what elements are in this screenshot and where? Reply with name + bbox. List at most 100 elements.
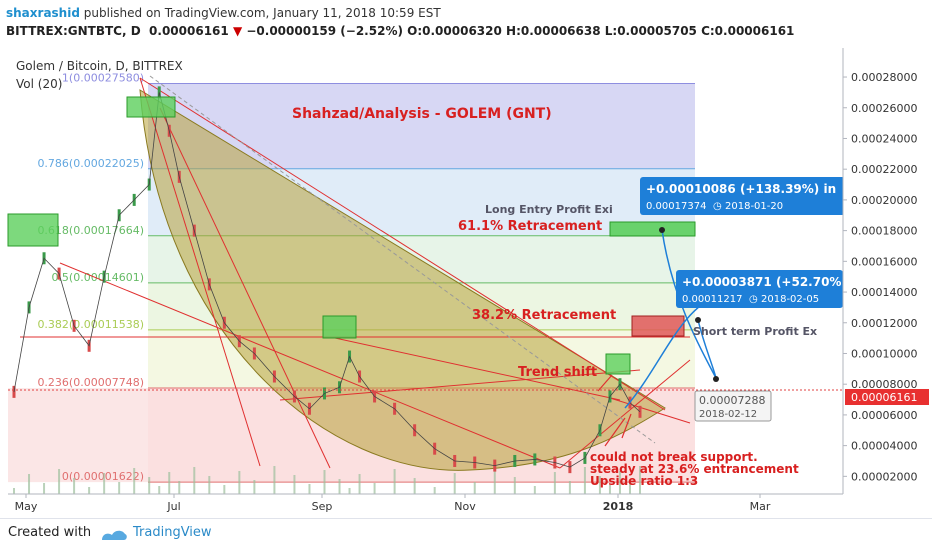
volume-bar (43, 483, 46, 494)
footer: Created with TradingView (0, 518, 932, 551)
volume-bar (373, 483, 376, 494)
volume-bar (358, 474, 361, 494)
volume-bar (583, 467, 586, 494)
price-tick-label: 0.00008000 (851, 378, 917, 391)
fib-level-label: 0.236(0.00007748) (37, 376, 144, 389)
short-callout: +0.00003871 (+52.70% 0.00011217 ◷ 2018-0… (676, 270, 843, 308)
long-callout: +0.00010086 (+138.39%) in 0.00017374 ◷ 2… (640, 177, 845, 215)
volume-bar (28, 474, 31, 494)
volume-label: Vol (20) (16, 77, 62, 91)
short-target-box (631, 315, 685, 337)
long-callout-price: 0.00017374 (646, 201, 706, 212)
created-with-label: Created with (8, 525, 92, 540)
price-line (13, 92, 641, 468)
volume-bar (323, 470, 326, 494)
price-tick-label: 0.00022000 (851, 163, 917, 176)
volume-bar (608, 485, 611, 494)
long-callout-date: 2018-01-20 (725, 201, 783, 212)
volume-bar (253, 480, 256, 494)
support-note-1: could not break support. (590, 450, 758, 464)
current-price-label: 0.00006161 (851, 391, 917, 404)
price-tick-label: 0.00002000 (851, 470, 917, 483)
volume-bar (223, 485, 226, 494)
volume-bar (618, 471, 621, 494)
volume-bar (158, 486, 161, 494)
short-callout-date: 2018-02-05 (761, 294, 819, 305)
wedge-line (609, 397, 691, 424)
fib-level-label: 0.5(0.00014601) (51, 271, 144, 284)
long-entry-label: Long Entry Profit Exi (485, 203, 613, 216)
price-tick-label: 0.00016000 (851, 255, 917, 268)
clock-icon: ◷ (749, 294, 758, 305)
price-tick-label: 0.00026000 (851, 102, 917, 115)
symbol-label: BITTREX:GNTBTC, D (6, 24, 141, 38)
entry-box-left (7, 213, 59, 247)
price-tick-label: 0.00012000 (851, 317, 917, 330)
symbol-line: BITTREX:GNTBTC, D 0.00006161 ▼ −0.000001… (6, 24, 794, 38)
volume-bar (238, 471, 241, 494)
price-tick-label: 0.00018000 (851, 225, 917, 238)
author-link[interactable]: shaxrashid (6, 6, 80, 20)
volume-bar (178, 481, 181, 494)
volume-bar (208, 476, 211, 494)
volume-bar (308, 484, 311, 494)
price-tick-label: 0.00014000 (851, 286, 917, 299)
price-tick-label: 0.00004000 (851, 440, 917, 453)
volume-bar (393, 469, 396, 494)
volume-bars (13, 466, 641, 494)
support-line-2 (279, 369, 641, 401)
trend-shift-arrow (597, 374, 613, 392)
jan-box (605, 353, 631, 375)
price-change: −0.00000159 (−2.52%) (246, 24, 403, 38)
chart-header: shaxrashid published on TradingView.com,… (0, 0, 932, 48)
support-note-2: steady at 23.6% entrancement (590, 462, 799, 476)
date-tooltip-box (694, 390, 772, 422)
tradingview-logo-icon[interactable] (100, 526, 128, 542)
pattern-bowl-shape (139, 89, 666, 471)
last-price: 0.00006161 (149, 24, 229, 38)
support-arrow-2 (604, 417, 626, 447)
price-axis[interactable] (843, 48, 932, 518)
time-axis-ticks: May Jul Sep Nov 2018 Mar (15, 494, 771, 513)
upper-trend-line (139, 77, 666, 411)
chart-area[interactable]: 1(0.00027580) 0.786(0.00022025) 0.618(0.00… (0, 48, 932, 518)
long-callout-box (640, 177, 845, 215)
price-tick-label: 0.00020000 (851, 194, 917, 207)
volume-bar (553, 472, 556, 494)
tradingview-brand-link[interactable]: TradingView (133, 525, 212, 540)
volume-bar (73, 478, 76, 494)
projection-dashed-line (149, 75, 656, 444)
retracement-382-label: 38.2% Retracement (472, 308, 616, 323)
short-target-point (695, 317, 701, 323)
time-tick-label: Mar (750, 500, 771, 513)
tooltip-price: 0.00007288 (699, 394, 765, 407)
fib-level-label: 0(0.00001622) (62, 470, 144, 483)
volume-bar (433, 487, 436, 494)
price-chart[interactable]: 1(0.00027580) 0.786(0.00022025) 0.618(0.00… (0, 48, 932, 518)
price-axis-ticks: 0.00028000 0.00026000 0.00024000 0.00022000… (843, 71, 917, 483)
series-label: Golem / Bitcoin, D, BITTREX (16, 59, 183, 73)
steep-trend-line-2 (159, 107, 331, 469)
volume-bar (103, 473, 106, 494)
time-tick-label: Jul (166, 500, 180, 513)
time-tick-label: Sep (312, 500, 333, 513)
volume-bar (493, 468, 496, 494)
volume-bar (13, 488, 15, 494)
date-tooltip: 0.00007288 2018-02-12 (694, 390, 772, 422)
fib-labels: 1(0.00027580) 0.786(0.00022025) 0.618(0.00… (37, 71, 144, 483)
volume-bar (168, 472, 171, 494)
volume-bar (639, 466, 641, 494)
chart-title: Shahzad/Analysis - GOLEM (GNT) (292, 106, 552, 122)
short-projection-curve (697, 319, 717, 379)
long-target-point (659, 227, 665, 233)
volume-bar (413, 478, 416, 494)
projection-end-point (713, 376, 719, 382)
long-callout-change: +0.00010086 (+138.39%) in (646, 182, 836, 196)
time-tick-label: Nov (454, 500, 476, 513)
published-text: published on TradingView.com, January 11… (83, 6, 441, 20)
time-tick-label: 2018 (603, 500, 634, 513)
long-target-box (609, 221, 696, 237)
volume-bar (598, 476, 601, 494)
volume-bar (193, 467, 196, 494)
volume-bar (133, 468, 136, 494)
